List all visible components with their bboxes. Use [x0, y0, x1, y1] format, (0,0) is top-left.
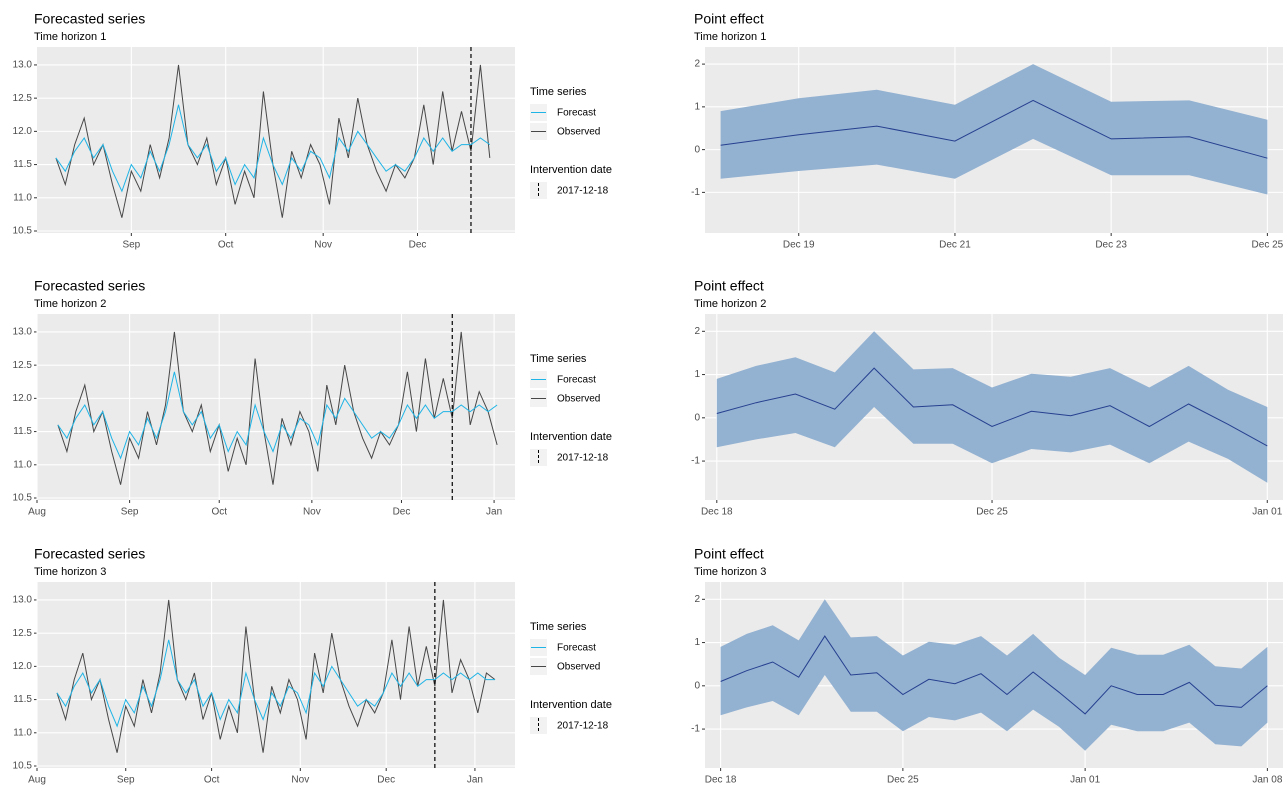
y-tick-label: -1	[691, 187, 700, 198]
legend-title: Time series	[530, 621, 587, 633]
y-tick-label: 2	[694, 59, 700, 70]
legend-label: Forecast	[557, 108, 596, 119]
y-tick-label: 13.0	[13, 60, 33, 71]
x-tick-label: Dec 25	[887, 775, 919, 785]
panel-subtitle: Time horizon 3	[34, 566, 106, 578]
y-tick-label: 12.5	[13, 360, 33, 371]
panel-title: Forecasted series	[34, 11, 145, 27]
y-tick-label: 10.5	[13, 226, 33, 237]
y-tick-label: -1	[691, 456, 700, 467]
effect-line	[720, 635, 1268, 715]
y-tick-label: 11.0	[13, 192, 32, 203]
y-tick-label: 12.0	[13, 661, 33, 672]
y-tick-label: -1	[691, 724, 700, 735]
x-tick-label: Sep	[121, 507, 139, 518]
ribbon-band	[716, 331, 1268, 483]
panel-subtitle: Time horizon 2	[34, 298, 106, 310]
legend-title: Intervention date	[530, 164, 612, 176]
y-tick-label: 1	[694, 369, 700, 380]
legend-title: Time series	[530, 353, 587, 365]
legend-label: 2017-12-18	[557, 186, 609, 197]
y-tick-label: 0	[694, 412, 700, 423]
x-tick-label: Dec	[377, 775, 395, 785]
x-tick-label: Jan 08	[1252, 775, 1282, 785]
ribbon-band	[720, 599, 1268, 751]
panel-title: Point effect	[694, 11, 764, 27]
x-tick-label: Aug	[28, 775, 46, 785]
y-tick-label: 10.5	[13, 493, 33, 504]
series-line	[56, 639, 495, 728]
legend-label: Observed	[557, 662, 600, 673]
series-line	[57, 331, 498, 485]
panel-title: Forecasted series	[34, 546, 145, 562]
series-line	[55, 104, 491, 193]
x-tick-label: Jan 01	[1070, 775, 1100, 785]
legend-title: Time series	[530, 86, 587, 98]
panel-title: Forecasted series	[34, 278, 145, 294]
x-tick-label: Nov	[303, 507, 321, 518]
legend-title: Intervention date	[530, 699, 612, 711]
x-tick-label: Dec 18	[701, 507, 733, 518]
ribbon-band	[720, 64, 1268, 195]
x-tick-label: Jan	[467, 775, 483, 785]
x-tick-label: Dec 25	[1252, 240, 1283, 251]
y-tick-label: 12.0	[13, 393, 33, 404]
y-tick-label: 2	[694, 594, 700, 605]
x-tick-label: Nov	[291, 775, 309, 785]
plot-background	[37, 582, 515, 768]
panel-subtitle: Time horizon 1	[694, 31, 766, 43]
x-tick-label: Jan 01	[1252, 507, 1282, 518]
x-tick-label: Dec	[393, 507, 411, 518]
legend-label: Forecast	[557, 643, 596, 654]
y-tick-label: 0	[694, 144, 700, 155]
x-tick-label: Jan	[486, 507, 502, 518]
plot-background	[37, 47, 515, 233]
y-tick-label: 12.5	[13, 93, 33, 104]
y-tick-label: 11.0	[13, 459, 32, 470]
panel-subtitle: Time horizon 2	[694, 298, 766, 310]
plot-background	[37, 314, 515, 500]
y-tick-label: 11.0	[13, 727, 32, 738]
x-tick-label: Oct	[218, 240, 234, 251]
panel-title: Point effect	[694, 278, 764, 294]
y-tick-label: 13.0	[13, 327, 33, 338]
x-tick-label: Dec	[409, 240, 427, 251]
x-tick-label: Aug	[28, 507, 46, 518]
y-tick-label: 11.5	[13, 426, 32, 437]
y-tick-label: 2	[694, 326, 700, 337]
x-tick-label: Dec 18	[705, 775, 737, 785]
x-tick-label: Dec 19	[783, 240, 815, 251]
y-tick-label: 1	[694, 637, 700, 648]
y-tick-label: 0	[694, 680, 700, 691]
x-tick-label: Nov	[314, 240, 332, 251]
panel-title: Point effect	[694, 546, 764, 562]
y-tick-label: 11.5	[13, 159, 32, 170]
legend-label: Observed	[557, 394, 600, 405]
legend-label: Observed	[557, 127, 600, 138]
y-tick-label: 10.5	[13, 761, 33, 772]
y-tick-label: 11.5	[13, 694, 32, 705]
effect-line	[716, 367, 1268, 447]
x-tick-label: Dec 25	[976, 507, 1008, 518]
y-tick-label: 1	[694, 102, 700, 113]
panel-subtitle: Time horizon 1	[34, 31, 106, 43]
series-line	[57, 371, 498, 460]
y-tick-label: 12.5	[13, 628, 33, 639]
y-tick-label: 12.0	[13, 126, 33, 137]
x-tick-label: Sep	[117, 775, 135, 785]
legend-label: Forecast	[557, 375, 596, 386]
panel-subtitle: Time horizon 3	[694, 566, 766, 578]
x-tick-label: Dec 23	[1095, 240, 1127, 251]
x-tick-label: Sep	[122, 240, 140, 251]
legend-label: 2017-12-18	[557, 453, 609, 464]
legend-label: 2017-12-18	[557, 721, 609, 732]
legend-title: Intervention date	[530, 431, 612, 443]
effect-line	[720, 99, 1268, 159]
x-tick-label: Oct	[211, 507, 227, 518]
x-tick-label: Oct	[204, 775, 220, 785]
y-tick-label: 13.0	[13, 595, 33, 606]
x-tick-label: Dec 21	[939, 240, 971, 251]
